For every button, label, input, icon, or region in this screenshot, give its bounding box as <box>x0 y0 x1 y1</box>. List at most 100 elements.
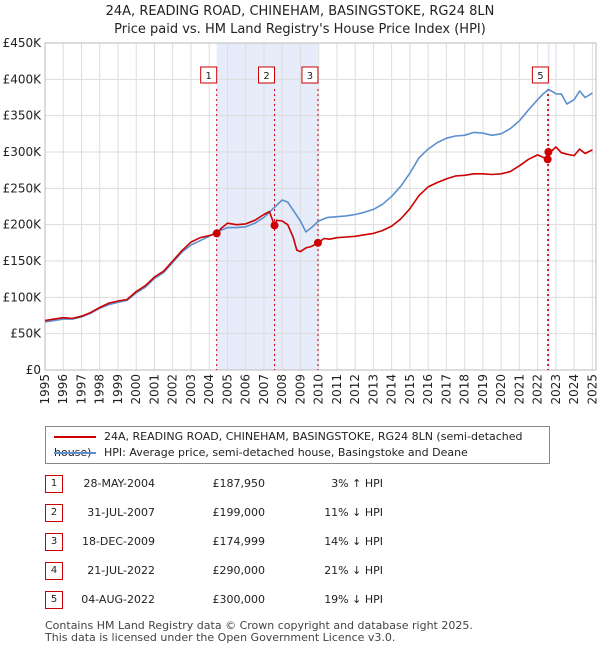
x-tick-label: 2000 <box>129 374 143 405</box>
row-marker-badge: 2 <box>45 504 63 522</box>
x-tick-label: 2019 <box>476 374 490 405</box>
x-tick-label: 1996 <box>56 374 70 405</box>
x-tick-label: 2020 <box>494 374 508 405</box>
row-price: £199,000 <box>212 506 266 519</box>
footer-notice: Contains HM Land Registry data © Crown c… <box>45 620 473 644</box>
x-tick-label: 2010 <box>312 374 326 405</box>
transaction-marker-box <box>258 66 276 84</box>
x-tick-label: 2015 <box>403 374 417 405</box>
x-tick-label: 2007 <box>257 374 271 405</box>
y-tick-label: £400K <box>3 72 43 86</box>
transaction-marker-label: 1 <box>205 71 211 82</box>
x-tick-label: 2017 <box>439 374 453 405</box>
transaction-point <box>270 221 279 230</box>
x-tick-label: 2014 <box>385 374 399 405</box>
highlight-band <box>216 43 318 370</box>
x-tick-label: 1999 <box>111 374 125 405</box>
transaction-marker-label: 5 <box>537 71 543 82</box>
transaction-marker-box <box>531 66 549 84</box>
x-tick-label: 2006 <box>239 374 253 405</box>
legend-item-price: 24A, READING ROAD, CHINEHAM, BASINGSTOKE… <box>54 429 549 459</box>
transaction-point <box>212 229 221 238</box>
x-tick-label: 1998 <box>93 374 107 405</box>
table-row: 5 04-AUG-2022 £300,000 19% ↓ HPI <box>45 591 445 609</box>
x-tick-label: 2025 <box>585 374 599 405</box>
transaction-marker-box <box>200 66 218 84</box>
y-tick-label: £300K <box>3 145 43 159</box>
x-tick-label: 2008 <box>275 374 289 405</box>
row-marker-badge: 4 <box>45 562 63 580</box>
row-date: 04-AUG-2022 <box>81 593 155 606</box>
x-tick-label: 2004 <box>202 374 216 405</box>
x-tick-label: 2018 <box>458 374 472 405</box>
hpi-line <box>44 88 593 323</box>
x-tick-label: 1997 <box>74 374 88 405</box>
y-tick-label: £250K <box>3 181 43 195</box>
table-row: 4 21-JUL-2022 £290,000 21% ↓ HPI <box>45 562 445 580</box>
x-tick-label: 2022 <box>531 374 545 405</box>
x-tick-label: 2001 <box>147 374 161 405</box>
row-hpi-change: 14% ↓ HPI <box>324 535 383 548</box>
row-hpi-change: 11% ↓ HPI <box>324 506 383 519</box>
x-tick-label: 2011 <box>330 374 344 405</box>
transaction-marker-2: 2 <box>258 66 276 84</box>
x-tick-label: 2002 <box>166 374 180 405</box>
y-tick-label: £50K <box>10 327 42 341</box>
footer-copyright: Contains HM Land Registry data © Crown c… <box>45 619 473 632</box>
x-tick-label: 2016 <box>421 374 435 405</box>
transaction-marker-3: 3 <box>301 66 319 84</box>
y-tick-label: £100K <box>3 290 43 304</box>
x-tick-label: 2005 <box>220 374 234 405</box>
table-row: 2 31-JUL-2007 £199,000 11% ↓ HPI <box>45 504 445 522</box>
row-date: 18-DEC-2009 <box>81 535 155 548</box>
y-tick-label: £350K <box>3 109 43 123</box>
row-marker-badge: 5 <box>45 591 63 609</box>
x-tick-label: 2009 <box>293 374 307 405</box>
x-tick-label: 2003 <box>184 374 198 405</box>
price-chart: £0 £50K £100K £150K £200K £250K £300K £350K £400… <box>3 36 600 405</box>
footer-licence: This data is licensed under the Open Gov… <box>45 631 396 644</box>
transaction-marker-label: 3 <box>307 71 313 82</box>
row-date: 21-JUL-2022 <box>87 564 155 577</box>
x-tick-label: 2024 <box>567 374 581 405</box>
chart-legend: 24A, READING ROAD, CHINEHAM, BASINGSTOKE… <box>45 426 550 464</box>
plot-border <box>44 42 597 371</box>
plot-area <box>45 43 596 370</box>
table-row: 3 18-DEC-2009 £174,999 14% ↓ HPI <box>45 533 445 551</box>
transaction-point <box>544 148 553 156</box>
row-price: £290,000 <box>212 564 266 577</box>
table-row: 1 28-MAY-2004 £187,950 3% ↑ HPI <box>45 475 445 493</box>
legend-hpi-label: HPI: Average price, semi-detached house,… <box>104 446 468 459</box>
row-date: 31-JUL-2007 <box>87 506 155 519</box>
row-price: £300,000 <box>212 593 266 606</box>
y-tick-label: £450K <box>3 36 43 50</box>
transaction-marker-5: 5 <box>531 66 549 84</box>
transaction-marker-label: 2 <box>263 71 269 82</box>
row-marker-badge: 3 <box>45 533 63 551</box>
row-date: 28-MAY-2004 <box>83 477 155 490</box>
legend-hpi-swatch <box>54 452 96 454</box>
chart-title: 24A, READING ROAD, CHINEHAM, BASINGSTOKE… <box>105 4 495 19</box>
row-hpi-change: 19% ↓ HPI <box>324 593 383 606</box>
y-tick-label: £200K <box>3 218 43 232</box>
transaction-marker-1: 1 <box>200 66 218 84</box>
legend-price-swatch <box>54 436 96 438</box>
row-hpi-change: 21% ↓ HPI <box>324 564 383 577</box>
y-tick-label: £150K <box>3 254 43 268</box>
row-hpi-change: 3% ↑ HPI <box>331 477 383 490</box>
transaction-point <box>313 238 322 247</box>
x-tick-label: 2023 <box>549 374 563 405</box>
row-price: £174,999 <box>212 535 266 548</box>
x-tick-label: 1995 <box>38 374 52 405</box>
highlight-band <box>547 43 550 370</box>
chart-subtitle: Price paid vs. HM Land Registry's House … <box>114 22 486 37</box>
row-marker-badge: 1 <box>45 475 63 493</box>
x-tick-label: 2021 <box>512 374 526 405</box>
row-price: £187,950 <box>212 477 266 490</box>
x-tick-label: 2012 <box>348 374 362 405</box>
x-tick-label: 2013 <box>366 374 380 405</box>
legend-item-hpi: HPI: Average price, semi-detached house,… <box>54 445 468 461</box>
transaction-point <box>543 155 552 164</box>
transaction-marker-box <box>301 66 319 84</box>
y-tick-label: £0 <box>26 363 41 377</box>
